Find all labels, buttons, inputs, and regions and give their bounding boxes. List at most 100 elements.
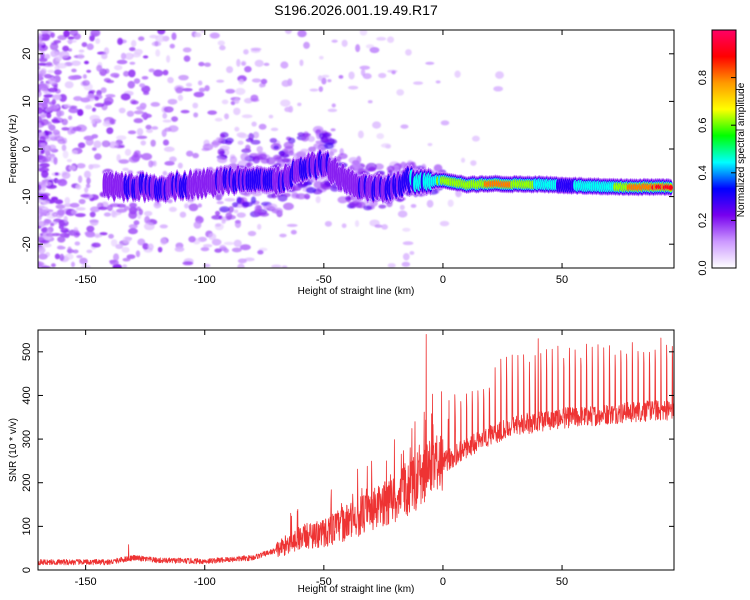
noise-blob: [133, 220, 140, 226]
noise-blob: [168, 206, 177, 213]
cloud-blob: [283, 141, 294, 149]
noise-blob: [198, 61, 205, 67]
noise-blob: [116, 154, 121, 162]
noise-blob: [44, 53, 51, 60]
noise-blob: [133, 110, 144, 115]
spectrogram-ylabel: Frequency (Hz): [8, 115, 19, 184]
noise-blob: [251, 121, 257, 127]
noise-blob: [381, 224, 388, 230]
noise-blob: [53, 39, 62, 44]
spectrogram-xlabel: Height of straight line (km): [298, 286, 415, 297]
noise-blob: [104, 68, 110, 74]
noise-blob: [327, 108, 338, 113]
noise-blob: [193, 221, 202, 229]
noise-blob: [118, 159, 130, 164]
noise-blob: [117, 203, 126, 208]
cloud-blob: [266, 157, 276, 165]
cloud-blob: [386, 165, 395, 173]
spectrogram-ytick-label: 10: [21, 95, 33, 107]
noise-blob: [108, 141, 119, 149]
cloud-blob: [241, 201, 253, 207]
noise-blob: [95, 38, 101, 45]
noise-blob: [49, 42, 59, 51]
noise-blob: [51, 196, 59, 201]
noise-blob: [128, 69, 136, 78]
cloud-blob: [252, 131, 260, 139]
noise-blob: [182, 47, 192, 53]
noise-blob: [90, 206, 100, 213]
noise-blob: [81, 42, 88, 48]
noise-blob: [85, 183, 91, 189]
noise-blob: [204, 85, 210, 92]
noise-blob: [185, 82, 193, 87]
cloud-blob: [228, 206, 234, 213]
noise-blob: [202, 243, 213, 248]
noise-blob: [38, 225, 42, 229]
noise-blob: [182, 87, 193, 92]
noise-blob: [348, 85, 359, 90]
noise-blob: [374, 224, 383, 228]
noise-blob: [338, 75, 344, 79]
noise-blob: [64, 81, 74, 89]
cloud-blob: [248, 133, 255, 141]
noise-blob: [54, 253, 61, 260]
noise-blob: [225, 88, 236, 94]
noise-blob: [233, 107, 241, 116]
colorbar: 0.0 0.2 0.4 0.6 0.8 Normalized spectral ampl…: [697, 29, 747, 276]
noise-blob: [68, 48, 73, 52]
noise-blob: [376, 36, 387, 41]
noise-blob: [38, 184, 42, 191]
noise-blob: [45, 181, 52, 187]
noise-blob: [75, 184, 82, 190]
noise-blob: [107, 204, 113, 212]
noise-blob: [47, 69, 55, 74]
noise-blob: [321, 77, 327, 85]
noise-blob: [61, 171, 71, 179]
noise-blob: [169, 43, 175, 49]
noise-blob: [38, 89, 42, 98]
noise-blob: [137, 238, 146, 246]
noise-blob: [72, 249, 79, 254]
noise-blob: [315, 195, 321, 204]
noise-blob: [103, 100, 112, 106]
noise-blob: [331, 103, 336, 108]
cloud-blob: [313, 180, 323, 189]
noise-blob: [68, 165, 76, 171]
noise-blob: [78, 49, 85, 53]
cloud-blob: [324, 142, 334, 150]
noise-blob: [68, 75, 80, 81]
noise-blob: [141, 85, 151, 93]
noise-blob: [143, 91, 150, 96]
noise-blob: [38, 246, 46, 255]
noise-blob: [39, 118, 50, 126]
noise-blob: [46, 211, 57, 219]
noise-blob: [38, 107, 44, 115]
noise-blob: [64, 253, 74, 260]
noise-blob: [236, 58, 241, 67]
noise-blob: [203, 263, 211, 268]
noise-blob: [146, 128, 153, 134]
noise-blob: [281, 265, 288, 268]
noise-blob: [96, 64, 103, 72]
noise-blob: [63, 103, 71, 109]
noise-blob: [399, 204, 405, 210]
noise-blob: [55, 204, 66, 210]
noise-blob: [78, 198, 86, 205]
noise-blob: [43, 73, 52, 79]
noise-blob: [142, 243, 149, 250]
noise-blob: [385, 144, 391, 149]
noise-blob: [71, 261, 76, 268]
noise-blob: [98, 206, 108, 211]
noise-blob: [140, 140, 147, 146]
noise-blob: [426, 199, 434, 208]
noise-blob: [72, 126, 82, 132]
noise-blob: [82, 74, 87, 79]
cloud-blob: [305, 187, 317, 194]
noise-blob: [40, 149, 45, 155]
noise-blob: [136, 106, 146, 111]
colorbar-frame: [711, 29, 737, 269]
noise-blob: [169, 156, 177, 163]
noise-blob: [164, 127, 172, 132]
noise-blob: [89, 211, 96, 218]
